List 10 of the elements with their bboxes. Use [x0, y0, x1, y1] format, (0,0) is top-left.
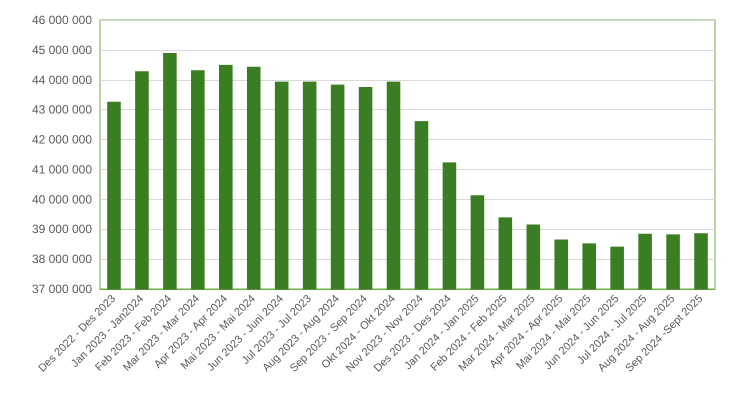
y-tick-label: 44 000 000 [32, 72, 92, 87]
y-tick-label: 38 000 000 [32, 252, 92, 266]
y-tick-label: 42 000 000 [32, 132, 92, 147]
y-tick-label: 39 000 000 [32, 222, 92, 236]
y-tick-label: 41 000 000 [32, 162, 92, 176]
y-tick-label: 45 000 000 [32, 42, 92, 57]
y-tick-label: 43 000 000 [32, 102, 92, 117]
y-tick-label: 46 000 000 [32, 13, 92, 27]
y-tick-label: 40 000 000 [32, 192, 92, 206]
y-tick-label: 37 000 000 [32, 282, 92, 296]
